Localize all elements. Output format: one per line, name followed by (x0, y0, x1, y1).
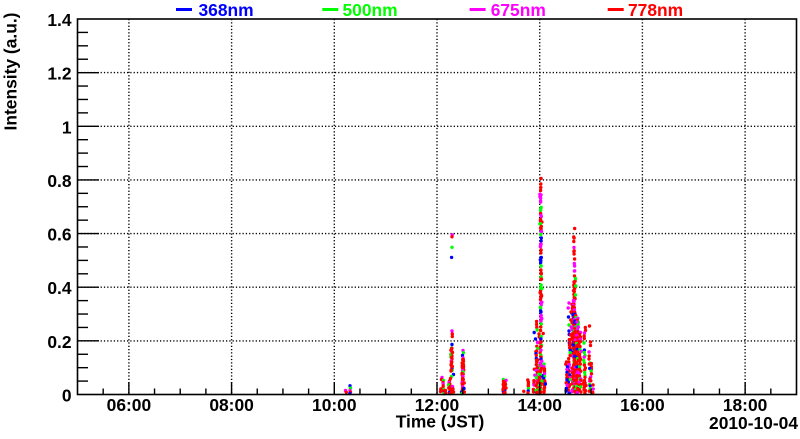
svg-text:675nm: 675nm (491, 0, 546, 20)
svg-text:0: 0 (62, 386, 72, 406)
svg-text:16:00: 16:00 (620, 395, 664, 415)
svg-text:778nm: 778nm (628, 0, 683, 20)
svg-text:1.4: 1.4 (47, 10, 72, 30)
svg-text:06:00: 06:00 (107, 395, 151, 415)
svg-text:2010-10-04: 2010-10-04 (709, 413, 798, 433)
svg-text:Intensity (a.u.): Intensity (a.u.) (1, 13, 21, 131)
svg-text:1.2: 1.2 (47, 64, 71, 84)
svg-text:14:00: 14:00 (517, 395, 561, 415)
svg-text:1: 1 (62, 117, 72, 137)
svg-text:0.2: 0.2 (47, 332, 71, 352)
svg-text:500nm: 500nm (343, 0, 398, 20)
svg-text:Time (JST): Time (JST) (396, 411, 485, 431)
svg-text:368nm: 368nm (199, 0, 254, 20)
svg-text:08:00: 08:00 (209, 395, 253, 415)
svg-text:18:00: 18:00 (723, 395, 767, 415)
svg-text:0.6: 0.6 (47, 225, 72, 245)
svg-text:12:00: 12:00 (415, 395, 459, 415)
svg-text:0.8: 0.8 (47, 171, 72, 191)
svg-text:0.4: 0.4 (47, 278, 72, 298)
svg-text:10:00: 10:00 (312, 395, 356, 415)
